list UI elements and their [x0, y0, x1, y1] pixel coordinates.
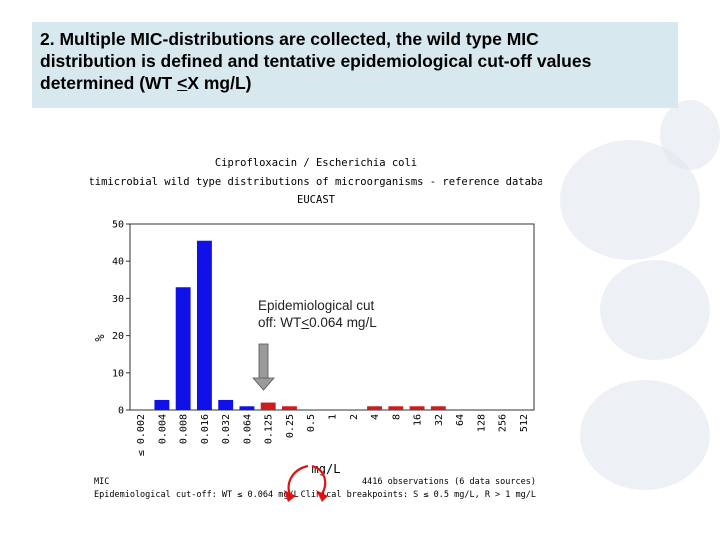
plot-frame	[129, 223, 535, 411]
bar-16	[409, 406, 425, 410]
chart-source-label: EUCAST	[297, 194, 336, 206]
bar-32	[430, 406, 446, 410]
heading-line-3: determined (WT <X mg/L)	[40, 73, 252, 93]
x-tick-label: 16	[413, 414, 424, 426]
x-tick-label: 0.5	[306, 414, 317, 432]
x-tick-label: 0.016	[200, 414, 211, 444]
x-tick-label: 0.004	[157, 414, 168, 444]
x-tick-label: 64	[455, 414, 466, 426]
cutoff-annotation: Epidemiological cut off: WT<0.064 mg/L	[258, 297, 438, 331]
x-tick-label: 4	[370, 414, 381, 420]
bar-0.25	[282, 406, 297, 410]
footer-right-line-1: 4416 observations (6 data sources)	[362, 477, 536, 487]
y-tick-label: 40	[112, 257, 124, 268]
mic-distribution-chart: Ciprofloxacin / Escherichia coli Antimic…	[90, 157, 542, 502]
annotation-line-1: Epidemiological cut	[258, 298, 375, 313]
background-blob	[580, 380, 710, 490]
chart-title: Ciprofloxacin / Escherichia coli	[215, 157, 417, 169]
bar-0.064	[239, 406, 255, 410]
footer-left-line-2: Epidemiological cut-off: WT ≤ 0.064 mg/L	[94, 490, 299, 500]
x-tick-label: ≤ 0.002	[136, 414, 147, 456]
red-arrowhead-icon	[284, 490, 296, 502]
background-blob	[600, 260, 710, 360]
x-tick-label: 1	[328, 414, 339, 420]
bar-0.125	[260, 402, 276, 410]
x-tick-label: 2	[349, 414, 360, 420]
y-tick-label: 10	[112, 368, 124, 379]
bar-0.004	[154, 399, 170, 410]
y-tick-label: 50	[112, 220, 124, 231]
footer-red-arrows	[287, 464, 327, 495]
cutoff-pointer-arrow	[252, 343, 275, 391]
red-arrowhead-icon	[316, 490, 328, 502]
bar-0.032	[218, 399, 234, 410]
chart-figure: Ciprofloxacin / Escherichia coli Antimic…	[90, 140, 542, 506]
x-tick-label: 512	[519, 414, 530, 432]
x-tick-label: 128	[476, 414, 487, 432]
y-tick-label: 30	[112, 294, 124, 305]
background-blob	[660, 100, 720, 170]
x-tick-label: 0.25	[285, 414, 296, 438]
x-tick-label: 0.125	[264, 414, 275, 444]
x-tick-label: 32	[434, 414, 445, 426]
x-axis-label: mg/L	[312, 462, 341, 476]
footer-right-line-2: Clinical breakpoints: S ≤ 0.5 mg/L, R > …	[301, 490, 536, 500]
bar-0.008	[175, 287, 191, 410]
y-tick-label: 0	[118, 406, 124, 417]
annotation-line-2: off: WT<0.064 mg/L	[258, 315, 377, 330]
x-tick-label: 256	[498, 414, 509, 432]
x-tick-label: 0.008	[179, 414, 190, 444]
bar-0.016	[196, 240, 212, 410]
x-tick-label: 0.064	[242, 414, 253, 444]
x-tick-label: 8	[391, 414, 402, 420]
slide-heading: 2. Multiple MIC-distributions are collec…	[32, 22, 678, 108]
footer-left-line-1: MIC	[94, 477, 109, 487]
bar-4	[367, 406, 382, 410]
heading-line-2: distribution is defined and tentative ep…	[40, 51, 592, 71]
y-axis-label: %	[93, 334, 107, 342]
chart-subtitle: Antimicrobial wild type distributions of…	[90, 176, 542, 188]
bar-8	[388, 406, 404, 410]
heading-line-1: 2. Multiple MIC-distributions are collec…	[40, 29, 539, 49]
y-tick-label: 20	[112, 331, 124, 342]
x-tick-label: 0.032	[221, 414, 232, 444]
